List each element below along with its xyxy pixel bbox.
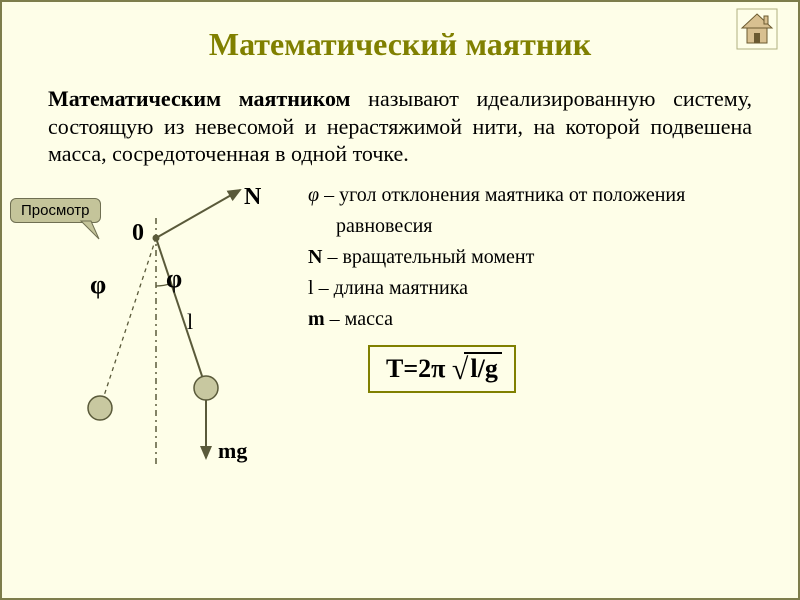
def-phi: φ – угол отклонения маятника от положени… — [308, 184, 784, 207]
period-formula: T=2π √l/g — [368, 345, 516, 393]
def-l: l – длина маятника — [308, 277, 784, 300]
content-row: Просмотр 0 N φ — [16, 178, 784, 478]
preview-tooltip-label: Просмотр — [21, 202, 90, 219]
definition-paragraph: Математическим маятником называют идеали… — [48, 85, 752, 168]
def-N-text: – вращательный момент — [322, 246, 534, 268]
formula-rhs: l/g — [470, 354, 497, 383]
slide: Математический маятник Математическим ма… — [0, 0, 800, 600]
term-bold: Математическим маятником — [48, 86, 351, 111]
label-phi-right: φ — [166, 264, 182, 294]
def-l-text: – длина маятника — [314, 277, 468, 299]
label-N: N — [244, 184, 261, 211]
label-phi-left: φ — [90, 270, 106, 300]
preview-tooltip[interactable]: Просмотр — [10, 198, 101, 223]
pendulum-diagram: Просмотр 0 N φ — [16, 178, 304, 478]
def-m-text: – масса — [325, 308, 393, 330]
def-phi-text-1: – угол отклонения маятника от положения — [319, 184, 685, 206]
label-zero: 0 — [132, 220, 144, 247]
page-title: Математический маятник — [16, 26, 784, 63]
def-phi-line2: равновесия — [336, 215, 784, 238]
def-m: m – масса — [308, 308, 784, 331]
def-N: N – вращательный момент — [308, 246, 784, 269]
sym-phi: φ — [308, 184, 319, 206]
formula-lhs: T=2π — [386, 354, 445, 383]
definitions: φ – угол отклонения маятника от положени… — [304, 178, 784, 478]
home-icon[interactable] — [736, 8, 778, 50]
sym-N: N — [308, 246, 322, 268]
sym-m: m — [308, 308, 325, 330]
label-mg: mg — [218, 438, 247, 464]
label-l: l — [187, 309, 193, 335]
